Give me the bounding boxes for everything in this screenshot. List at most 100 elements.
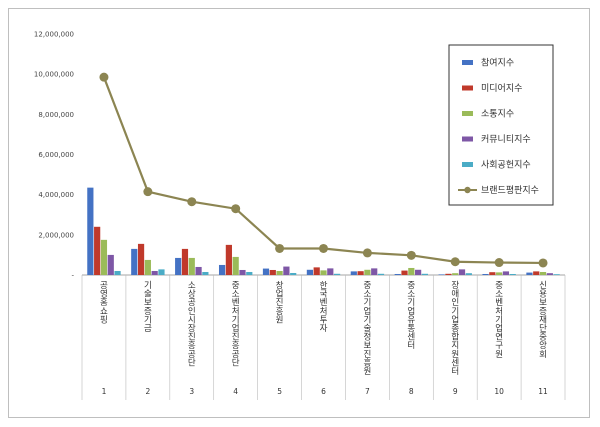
bar-사회공헌지수-9	[465, 273, 472, 275]
line-point-4	[231, 204, 241, 214]
x-index-label: 6	[321, 387, 326, 396]
legend-label: 사회공헌지수	[481, 160, 531, 171]
bar-사회공헌지수-2	[158, 269, 165, 275]
x-index-label: 1	[102, 387, 107, 396]
bar-미디어지수-6	[313, 267, 320, 275]
bar-커뮤니티지수-5	[283, 266, 290, 275]
x-index-label: 11	[538, 387, 548, 396]
bar-참여지수-2	[131, 248, 138, 275]
y-tick-label: 10,000,000	[34, 71, 74, 79]
bar-소통지수-7	[364, 269, 371, 275]
bar-사회공헌지수-10	[509, 273, 516, 275]
bar-참여지수-3	[175, 257, 182, 275]
y-tick-label: 8,000,000	[38, 111, 74, 119]
bar-커뮤니티지수-9	[458, 269, 466, 275]
bar-커뮤니티지수-6	[327, 268, 334, 275]
bar-커뮤니티지수-8	[415, 269, 422, 275]
legend-label: 소통지수	[481, 109, 514, 120]
bar-소통지수-8	[408, 267, 415, 275]
legend-swatch-참여지수	[462, 60, 473, 65]
bar-참여지수-5	[262, 268, 270, 275]
line-point-5	[275, 243, 285, 253]
legend-label: 커뮤니티지수	[481, 134, 531, 145]
bar-소통지수-4	[232, 256, 239, 275]
bar-사회공헌지수-1	[114, 270, 121, 275]
legend-swatch-소통지수	[462, 111, 473, 116]
bar-소통지수-11	[539, 271, 547, 275]
line-point-3	[187, 197, 197, 207]
bar-미디어지수-11	[533, 271, 540, 275]
bar-소통지수-10	[496, 272, 503, 275]
legend-marker-브랜드평판지수	[464, 186, 471, 194]
x-index-label: 10	[494, 387, 504, 396]
y-tick-label: -	[71, 272, 74, 280]
bar-참여지수-9	[438, 274, 445, 275]
x-index-label: 2	[145, 387, 150, 396]
bar-미디어지수-2	[137, 243, 145, 275]
bar-사회공헌지수-4	[246, 271, 253, 275]
y-tick-label: 2,000,000	[38, 231, 74, 239]
line-point-8	[406, 250, 416, 260]
y-tick-label: 6,000,000	[38, 151, 74, 159]
line-point-10	[494, 258, 504, 268]
x-index-label: 4	[233, 387, 238, 396]
bar-사회공헌지수-5	[290, 272, 297, 275]
line-point-6	[319, 243, 328, 253]
bar-사회공헌지수-7	[377, 273, 385, 275]
x-index-label: 3	[189, 387, 194, 396]
bar-소통지수-2	[144, 259, 151, 275]
bar-참여지수-4	[218, 264, 226, 275]
bar-참여지수-11	[526, 272, 533, 275]
line-point-1	[99, 72, 109, 82]
bar-미디어지수-1	[94, 226, 101, 275]
bar-사회공헌지수-6	[334, 273, 341, 275]
bar-미디어지수-10	[489, 272, 496, 275]
bar-미디어지수-9	[445, 273, 452, 275]
bar-커뮤니티지수-4	[239, 269, 246, 275]
line-point-7	[362, 248, 372, 258]
bar-미디어지수-5	[269, 269, 276, 275]
bar-참여지수-7	[350, 271, 357, 275]
bar-소통지수-3	[188, 257, 195, 275]
bar-참여지수-1	[87, 187, 94, 275]
x-index-label: 5	[277, 387, 282, 396]
bar-커뮤니티지수-7	[371, 268, 378, 275]
bar-소통지수-5	[276, 270, 283, 275]
bar-커뮤니티지수-1	[107, 254, 114, 275]
bar-소통지수-9	[452, 273, 459, 275]
x-index-label: 9	[453, 387, 458, 396]
bar-사회공헌지수-3	[202, 271, 209, 275]
bar-미디어지수-8	[401, 270, 408, 275]
x-index-label: 7	[365, 387, 370, 396]
bar-커뮤니티지수-10	[502, 271, 510, 275]
bar-미디어지수-4	[225, 244, 232, 275]
bar-사회공헌지수-11	[553, 274, 560, 275]
x-index-label: 8	[409, 387, 414, 396]
bar-소통지수-1	[100, 239, 108, 275]
legend-label: 참여지수	[481, 57, 514, 69]
legend-swatch-사회공헌지수	[462, 162, 473, 167]
y-tick-label: 12,000,000	[34, 31, 74, 39]
bar-미디어지수-3	[181, 248, 189, 275]
legend-label: 브랜드평판지수	[481, 185, 539, 196]
legend-box	[448, 44, 554, 206]
bar-참여지수-6	[306, 269, 313, 275]
bar-참여지수-10	[482, 273, 489, 275]
bar-커뮤니티지수-2	[151, 270, 158, 275]
line-point-9	[450, 257, 460, 267]
bar-사회공헌지수-8	[421, 273, 429, 275]
bar-참여지수-8	[394, 273, 401, 275]
legend-label: 미디어지수	[481, 83, 522, 94]
